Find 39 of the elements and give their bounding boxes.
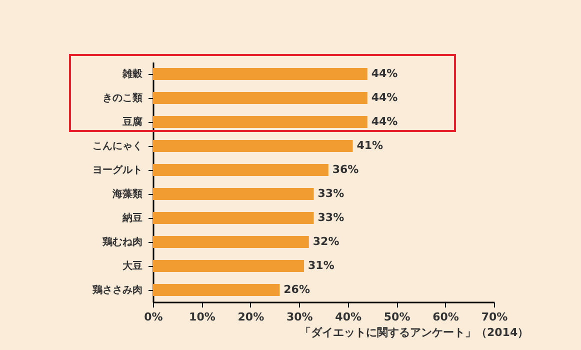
data-label: 31% bbox=[308, 259, 334, 272]
x-tick-label: 10% bbox=[189, 310, 216, 324]
y-tick-label: ヨーグルト bbox=[92, 164, 142, 176]
bar bbox=[153, 92, 368, 104]
x-tick-label: 50% bbox=[384, 310, 410, 324]
x-tick-label: 70% bbox=[481, 310, 508, 324]
bar bbox=[153, 212, 314, 224]
x-tick-label: 60% bbox=[432, 310, 459, 324]
bar bbox=[153, 284, 280, 296]
y-tick-label: 豆腐 bbox=[122, 116, 142, 128]
y-tick-label: 鶏ささみ肉 bbox=[92, 284, 142, 296]
data-label: 36% bbox=[332, 163, 359, 176]
y-tick-label: 海藻類 bbox=[112, 188, 142, 200]
data-label: 44% bbox=[371, 115, 398, 128]
bar bbox=[153, 188, 314, 200]
data-label: 41% bbox=[356, 139, 384, 152]
y-tick-label: 雑穀 bbox=[122, 68, 144, 80]
data-label: 33% bbox=[318, 187, 344, 200]
y-tick-label: こんにゃく bbox=[92, 141, 142, 152]
bar bbox=[153, 68, 368, 80]
x-tick-label: 30% bbox=[286, 310, 313, 324]
text: 「ダイエットに関するアンケート」（2014） bbox=[300, 325, 529, 340]
data-label: 44% bbox=[371, 91, 398, 104]
bar bbox=[153, 260, 304, 272]
y-tick-label: 鶏むね肉 bbox=[102, 236, 142, 248]
y-tick-label: 納豆 bbox=[122, 212, 142, 224]
x-tick-label: 40% bbox=[335, 310, 362, 324]
bar bbox=[153, 236, 309, 248]
data-label: 44% bbox=[371, 67, 398, 80]
x-tick-label: 20% bbox=[238, 310, 264, 324]
y-tick-label: 大豆 bbox=[122, 260, 142, 272]
bar bbox=[153, 164, 328, 176]
data-label: 33% bbox=[318, 211, 344, 224]
x-tick-label: 0% bbox=[144, 310, 163, 324]
data-label: 32% bbox=[312, 235, 340, 248]
data-label: 26% bbox=[284, 283, 310, 296]
bar bbox=[153, 140, 353, 152]
bar bbox=[153, 116, 368, 128]
y-tick-label: きのこ類 bbox=[102, 92, 142, 104]
